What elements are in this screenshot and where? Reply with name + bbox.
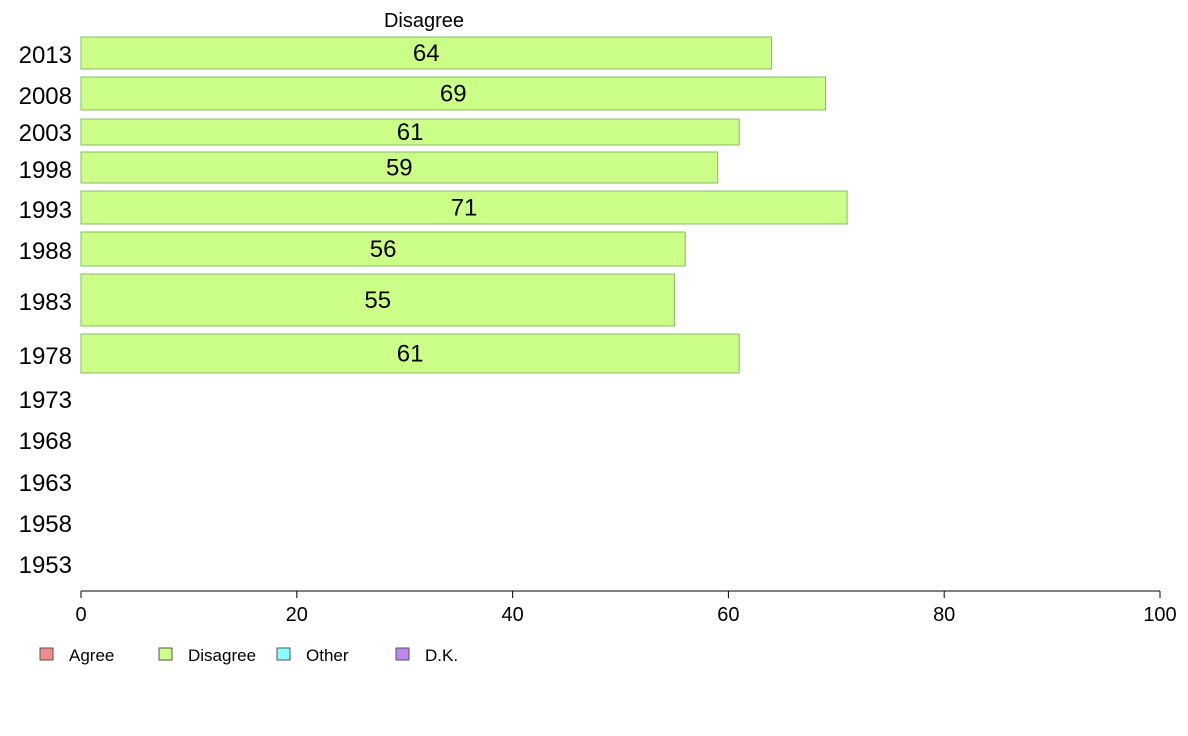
bar-value-label: 56 bbox=[370, 236, 397, 263]
legend-swatch bbox=[395, 647, 410, 661]
legend-label: Agree bbox=[69, 646, 114, 665]
category-label: 1983 bbox=[19, 289, 72, 316]
category-label: 1998 bbox=[19, 157, 72, 184]
legend-swatch bbox=[158, 647, 173, 661]
bar bbox=[80, 273, 675, 327]
x-tick-label: 20 bbox=[286, 604, 308, 626]
x-tick-label: 100 bbox=[1143, 604, 1176, 626]
legend: Agree Disagree Other D.K. bbox=[39, 646, 458, 665]
bar-value-label: 71 bbox=[451, 195, 478, 222]
category-label: 1973 bbox=[19, 387, 72, 414]
category-label: 1993 bbox=[19, 197, 72, 224]
x-tick-label: 0 bbox=[75, 604, 86, 626]
bar bbox=[80, 190, 848, 225]
bar bbox=[80, 118, 740, 146]
category-label: 1968 bbox=[19, 428, 72, 455]
legend-swatch bbox=[276, 647, 291, 661]
category-label: 1963 bbox=[19, 470, 72, 497]
series-title: Disagree bbox=[384, 10, 464, 32]
legend-label: Disagree bbox=[188, 646, 256, 665]
legend-label: Other bbox=[306, 646, 349, 665]
x-tick-label: 60 bbox=[717, 604, 739, 626]
bar bbox=[80, 151, 719, 184]
x-tick-label: 40 bbox=[501, 604, 523, 626]
x-axis: 0 20 40 60 80 100 bbox=[75, 590, 1177, 626]
bar bbox=[80, 333, 740, 374]
bar bbox=[80, 76, 827, 111]
x-tick-label: 80 bbox=[933, 604, 955, 626]
bar bbox=[80, 231, 686, 267]
bar-value-label: 59 bbox=[386, 155, 413, 182]
bar-value-label: 61 bbox=[397, 341, 424, 368]
bar bbox=[80, 36, 773, 70]
category-label: 2013 bbox=[19, 42, 72, 69]
bar-value-label: 69 bbox=[440, 81, 467, 108]
category-label: 1988 bbox=[19, 238, 72, 265]
category-label: 1978 bbox=[19, 343, 72, 370]
legend-swatch bbox=[39, 647, 54, 661]
category-label: 2003 bbox=[19, 120, 72, 147]
category-label: 1953 bbox=[19, 552, 72, 579]
legend-label: D.K. bbox=[425, 646, 458, 665]
category-label: 2008 bbox=[19, 83, 72, 110]
category-label: 1958 bbox=[19, 511, 72, 538]
bar-value-label: 61 bbox=[397, 119, 424, 146]
bar-value-label: 55 bbox=[364, 287, 391, 314]
bar-value-label: 64 bbox=[413, 40, 440, 67]
category-labels: 2013 2008 2003 1998 1993 1988 1983 1978 1973 1968… bbox=[19, 42, 72, 579]
